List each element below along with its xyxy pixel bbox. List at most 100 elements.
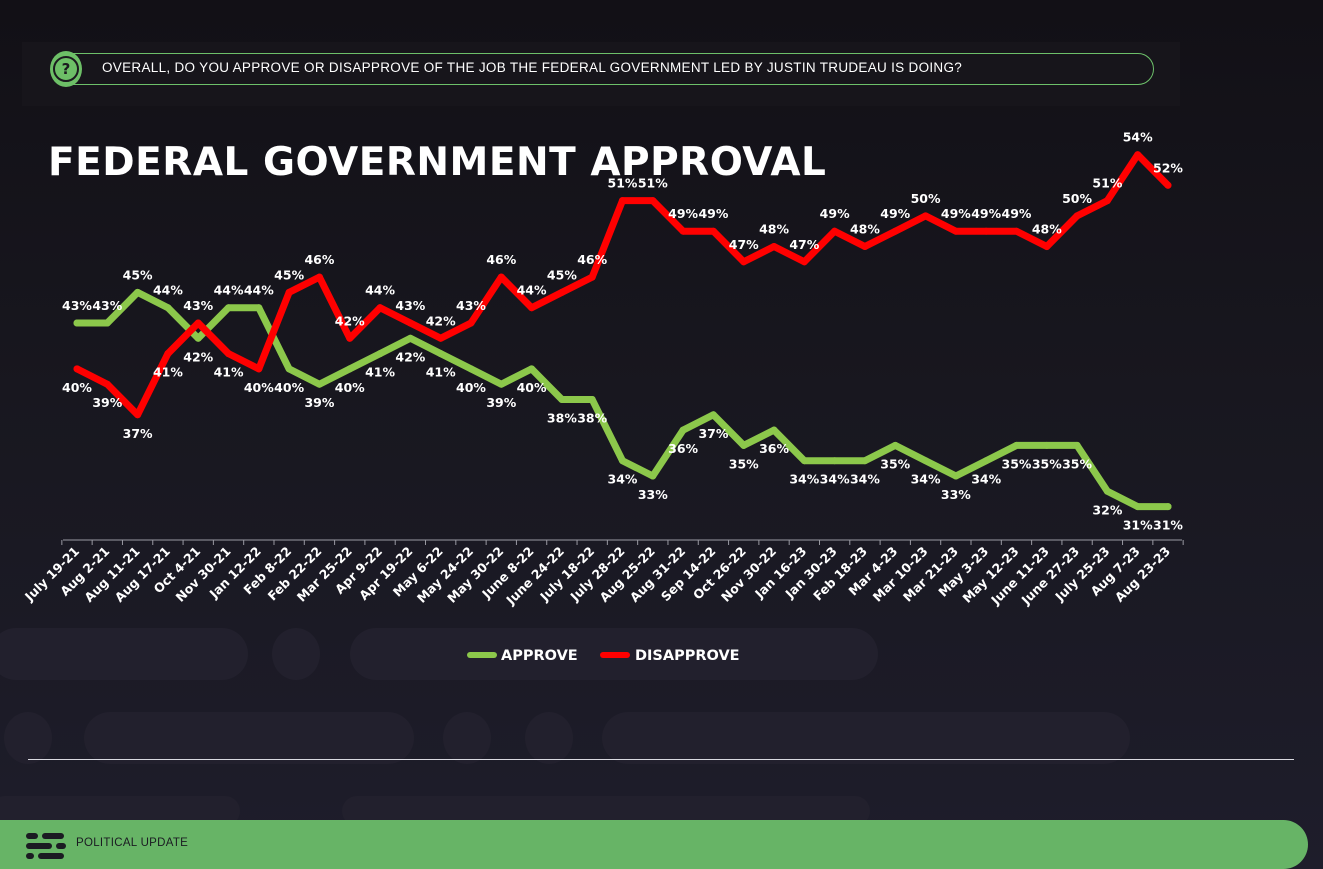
approve-data-label: 34%	[850, 472, 880, 487]
footer-bar: POLITICAL UPDATE	[0, 820, 1308, 869]
approve-data-point	[679, 426, 687, 434]
footer-label: POLITICAL UPDATE	[76, 837, 189, 849]
disapprove-data-point	[1134, 151, 1142, 159]
question-text: OVERALL, DO YOU APPROVE OR DISAPPROVE OF…	[102, 60, 963, 75]
approve-data-point	[982, 457, 990, 465]
approve-data-point	[194, 334, 202, 342]
approve-data-label: 35%	[1002, 456, 1032, 471]
disapprove-data-label: 41%	[153, 365, 183, 380]
disapprove-data-point	[709, 227, 717, 235]
disapprove-data-point	[103, 380, 111, 388]
disapprove-data-point	[346, 334, 354, 342]
disapprove-data-label: 43%	[456, 298, 486, 313]
disapprove-data-label: 39%	[92, 395, 122, 410]
abacus-logo-icon	[26, 833, 66, 859]
disapprove-data-point	[467, 319, 475, 327]
disapprove-data-point	[285, 288, 293, 296]
disapprove-data-point	[406, 319, 414, 327]
disapprove-data-label: 45%	[274, 267, 304, 282]
disapprove-data-label: 48%	[850, 222, 880, 237]
approve-data-label: 36%	[668, 441, 698, 456]
disapprove-data-point	[649, 197, 657, 205]
approve-data-point	[285, 365, 293, 373]
decor-shape	[84, 712, 414, 764]
approve-data-point	[1012, 441, 1020, 449]
approve-data-point	[1103, 487, 1111, 495]
disapprove-data-point	[770, 243, 778, 250]
disapprove-data-point	[861, 243, 869, 250]
disapprove-data-label: 51%	[638, 176, 668, 191]
disapprove-data-point	[164, 350, 172, 358]
approve-data-label: 40%	[335, 380, 365, 395]
legend-approve-label: APPROVE	[501, 648, 578, 664]
disapprove-data-point	[1103, 197, 1111, 205]
disapprove-data-label: 37%	[123, 426, 153, 441]
disapprove-data-label: 51%	[1092, 176, 1122, 191]
decor-shape	[525, 712, 573, 764]
approve-data-point	[709, 411, 717, 419]
disapprove-data-label: 47%	[789, 237, 819, 252]
approve-data-label: 43%	[62, 298, 92, 313]
disapprove-data-label: 52%	[1153, 160, 1183, 175]
decor-shape	[602, 712, 1130, 764]
approve-data-point	[467, 365, 475, 373]
disapprove-data-label: 46%	[577, 252, 607, 267]
disapprove-data-label: 49%	[941, 206, 971, 221]
disapprove-data-label: 48%	[1032, 222, 1062, 237]
approve-data-label: 35%	[880, 456, 910, 471]
approve-data-label: 33%	[941, 487, 971, 502]
disapprove-data-point	[982, 227, 990, 235]
disapprove-data-point	[225, 350, 233, 358]
approve-data-label: 41%	[426, 365, 456, 380]
approve-data-point	[1164, 503, 1172, 511]
disapprove-data-point	[1073, 212, 1081, 220]
approve-data-label: 45%	[123, 267, 153, 282]
legend-disapprove-label: DISAPPROVE	[635, 648, 740, 664]
approve-data-label: 34%	[971, 472, 1001, 487]
approve-data-point	[497, 380, 505, 388]
approve-data-point	[1043, 441, 1051, 449]
disapprove-data-point	[588, 273, 596, 281]
approve-data-label: 42%	[395, 349, 425, 364]
approve-data-point	[103, 319, 111, 327]
approve-data-point	[649, 472, 657, 480]
approve-data-label: 33%	[638, 487, 668, 502]
disapprove-data-point	[497, 273, 505, 281]
approve-data-point	[558, 396, 566, 403]
approve-data-point	[1073, 441, 1081, 449]
approve-data-label: 32%	[1092, 502, 1122, 517]
approve-data-label: 31%	[1153, 518, 1183, 533]
approve-data-label: 40%	[517, 380, 547, 395]
disapprove-data-label: 40%	[244, 380, 274, 395]
approve-data-point	[861, 457, 869, 465]
disapprove-data-point	[952, 227, 960, 235]
approve-data-label: 44%	[214, 283, 244, 298]
disapprove-data-label: 42%	[426, 313, 456, 328]
disapprove-data-point	[255, 365, 263, 373]
disapprove-data-label: 43%	[183, 298, 213, 313]
disapprove-data-point	[528, 304, 536, 312]
disapprove-data-label: 44%	[517, 283, 547, 298]
question-banner	[22, 42, 1180, 106]
approve-data-label: 34%	[608, 472, 638, 487]
approve-data-label: 43%	[92, 298, 122, 313]
approve-data-label: 38%	[577, 411, 607, 426]
approve-data-label: 35%	[729, 456, 759, 471]
disapprove-data-point	[619, 197, 626, 205]
approve-data-point	[346, 365, 354, 373]
disapprove-data-label: 49%	[698, 206, 728, 221]
approve-data-label: 34%	[911, 472, 941, 487]
approve-data-point	[770, 426, 778, 434]
approve-data-label: 44%	[153, 283, 183, 298]
divider	[28, 759, 1294, 760]
disapprove-data-label: 47%	[729, 237, 759, 252]
disapprove-data-label: 49%	[668, 206, 698, 221]
approve-data-point	[406, 334, 414, 342]
approve-data-label: 41%	[365, 365, 395, 380]
approve-data-point	[376, 350, 384, 358]
disapprove-data-point	[1043, 243, 1051, 250]
approve-data-point	[1134, 503, 1142, 511]
disapprove-data-point	[800, 258, 808, 266]
disapprove-data-label: 45%	[547, 267, 577, 282]
approve-data-point	[588, 396, 596, 403]
